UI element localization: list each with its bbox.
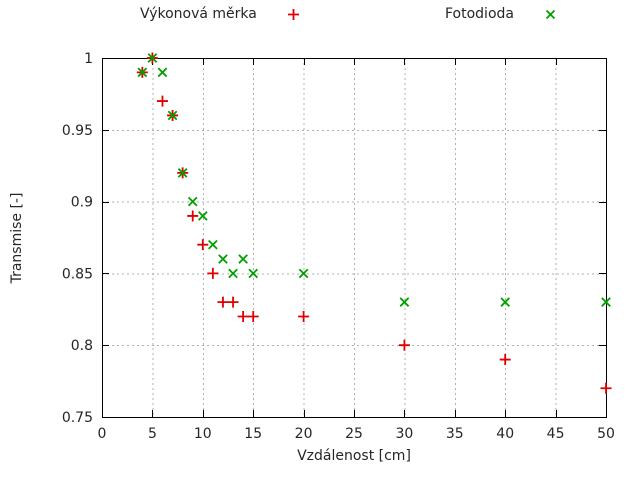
x-tick-label: 35 [446, 426, 464, 442]
plus-glyph [287, 8, 299, 20]
data-point-plus [499, 354, 511, 366]
data-point-cross [298, 268, 309, 279]
x-tick-label: 45 [547, 426, 565, 442]
data-point-plus [237, 310, 249, 322]
legend-label-fotodioda: Fotodioda [445, 6, 514, 22]
data-point-cross [197, 211, 208, 221]
data-point-cross [238, 254, 248, 264]
data-point-plus [247, 310, 259, 322]
data-point-cross [137, 67, 148, 78]
x-tick-label: 30 [395, 426, 413, 442]
data-point-plus [600, 382, 612, 394]
y-tick-label: 0.85 [62, 266, 93, 282]
y-tick-label: 0.9 [71, 195, 93, 211]
data-point-cross [177, 168, 188, 178]
data-point-plus [398, 339, 410, 351]
data-point-plus [156, 95, 168, 107]
plot-border [102, 58, 607, 418]
cross-glyph [545, 9, 556, 19]
data-point-cross [500, 297, 511, 307]
data-point-plus [298, 310, 310, 322]
data-point-cross [208, 239, 218, 250]
data-point-cross [147, 53, 158, 63]
y-tick-label: 0.8 [71, 338, 93, 354]
y-tick-label: 0.95 [62, 123, 93, 139]
x-tick-label: 15 [244, 426, 262, 442]
legend-label-vykonova-merka: Výkonová měrka [140, 6, 257, 22]
x-tick-label: 0 [98, 426, 107, 442]
data-point-cross [218, 254, 228, 264]
x-tick-label: 20 [295, 426, 313, 442]
plus-marker-icon [287, 8, 299, 20]
x-tick-label: 10 [194, 426, 212, 442]
data-point-cross [157, 67, 168, 78]
data-point-plus [197, 239, 209, 251]
legend-entry-fotodioda: Fotodioda [445, 5, 557, 23]
y-axis-label: Transmise [-] [9, 192, 25, 284]
data-point-plus [207, 267, 219, 279]
x-axis-label: Vzdálenost [cm] [297, 448, 411, 464]
y-tick-label: 0.75 [62, 410, 93, 426]
data-point-cross [248, 268, 259, 279]
data-point-cross [601, 297, 611, 307]
legend-entry-vykonova-merka: Výkonová měrka [140, 5, 300, 23]
data-point-cross [167, 110, 178, 121]
data-point-cross [399, 297, 410, 307]
x-tick-label: 40 [496, 426, 514, 442]
data-point-cross [228, 268, 238, 279]
data-point-cross [187, 196, 198, 207]
data-point-plus [227, 296, 239, 308]
x-tick-label: 5 [148, 426, 157, 442]
data-point-plus [217, 296, 229, 308]
x-tick-label: 50 [597, 426, 615, 442]
data-point-plus [187, 210, 199, 222]
x-tick-label: 25 [345, 426, 363, 442]
y-tick-label: 1 [84, 51, 93, 67]
cross-marker-icon [545, 9, 556, 19]
